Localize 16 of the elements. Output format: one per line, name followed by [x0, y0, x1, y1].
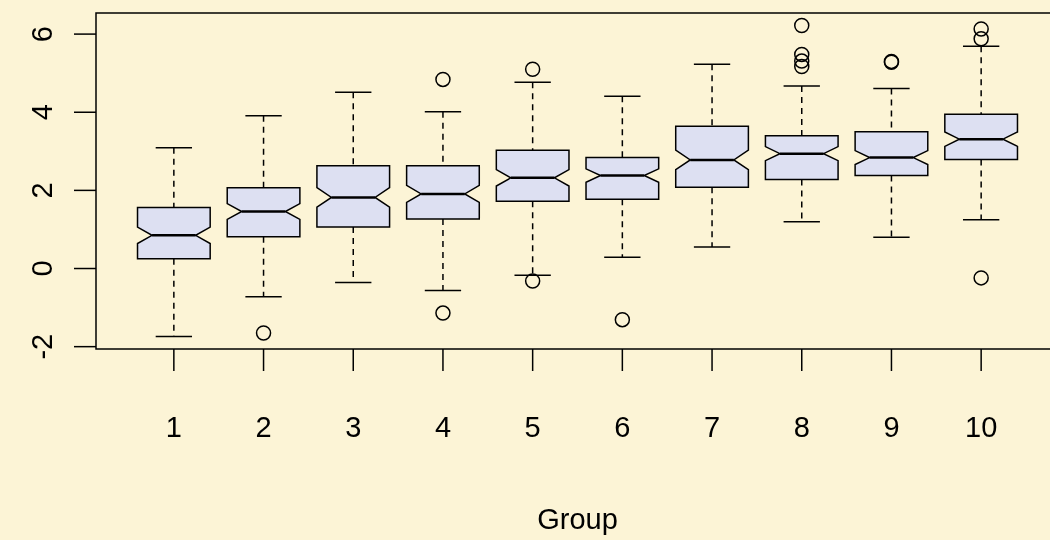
x-tick-label: 1: [165, 411, 182, 443]
x-tick-label: 7: [703, 411, 721, 443]
x-tick-label: 10: [965, 411, 998, 443]
y-tick-label: 0: [26, 260, 58, 277]
y-tick-label: -2: [26, 333, 58, 360]
x-tick-label: 9: [883, 411, 900, 443]
y-tick-label: 4: [26, 104, 58, 121]
x-tick-label: 5: [524, 411, 541, 443]
y-tick-label: 2: [26, 182, 58, 199]
x-tick-label: 3: [345, 411, 362, 443]
x-axis-title: Group: [537, 503, 618, 535]
x-tick-label: 2: [255, 411, 272, 443]
y-tick-label: 6: [26, 26, 58, 43]
x-tick-label: 4: [434, 411, 452, 443]
x-tick-label: 6: [614, 411, 631, 443]
x-tick-label: 8: [793, 411, 810, 443]
